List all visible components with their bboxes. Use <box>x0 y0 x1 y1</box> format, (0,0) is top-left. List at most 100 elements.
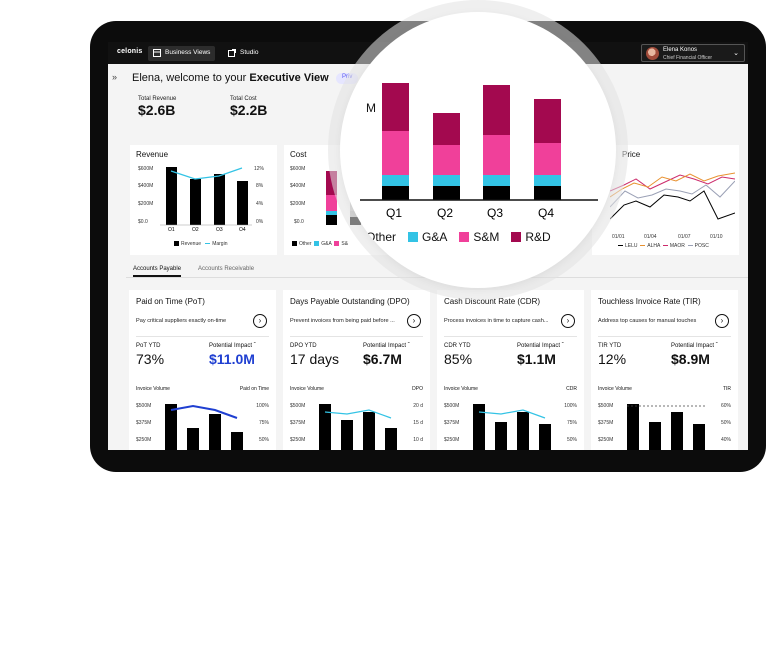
volume-bar <box>363 412 375 450</box>
chart-left-label: Invoice Volume <box>290 386 324 392</box>
svg-text:Q1: Q1 <box>168 227 175 231</box>
chevron-right-icon[interactable]: › <box>407 314 421 328</box>
volume-bar <box>473 404 485 450</box>
y2-tick: 0% <box>256 219 264 225</box>
volume-bar <box>341 420 353 450</box>
chart-right-label: Paid on Time <box>239 386 269 392</box>
zoom-lens: M Q1 Q2 Q3 Q4 Other G&A S&M R&D <box>340 12 616 288</box>
chevron-right-icon[interactable]: › <box>253 314 267 328</box>
revenue-card[interactable]: Revenue $600M $400M $200M $0.0 12% 8% 4%… <box>130 145 277 255</box>
volume-bar <box>209 414 221 450</box>
info-icon[interactable]: ˆ <box>407 343 410 349</box>
y-tick: $200M <box>290 201 306 207</box>
legend-ga: G&A <box>321 241 332 247</box>
metric-chart <box>165 404 243 450</box>
user-menu[interactable]: Elena Konos Chief Financial Officer ⌄ <box>641 44 745 62</box>
metric-title: Paid on Time (PoT) <box>136 297 205 306</box>
chart-left-label: Invoice Volume <box>444 386 478 392</box>
zoom-bar-segment <box>534 99 561 143</box>
volume-bar <box>539 424 551 450</box>
zoom-legend-label: G&A <box>422 230 448 244</box>
zoom-bar-segment <box>382 186 409 200</box>
chart-left-label: Invoice Volume <box>598 386 632 392</box>
legend-posc: POSC <box>694 243 709 249</box>
trend-line <box>170 404 238 419</box>
stock-price-card[interactable]: Price 01/01 01/04 01/07 01/10 LELU ALHA … <box>592 145 739 255</box>
y2-tick: 100% <box>564 403 577 409</box>
y2-tick: 8% <box>256 183 264 189</box>
user-name: Elena Konos <box>663 47 698 53</box>
info-icon[interactable]: ˆ <box>715 343 718 349</box>
chevron-right-icon[interactable]: › <box>715 314 729 328</box>
info-icon[interactable]: ˆ <box>253 343 256 349</box>
metric-card[interactable]: Cash Discount Rate (CDR) Process invoices… <box>437 290 584 450</box>
bar-q2 <box>190 179 201 225</box>
zoom-legend-label: R&D <box>525 230 551 244</box>
zoom-legend-item: G&A <box>408 230 447 244</box>
y-tick: $375M <box>598 420 614 426</box>
chevron-right-icon[interactable]: › <box>561 314 575 328</box>
zoom-legend-item: Other <box>366 230 396 244</box>
metric-description: Pay critical suppliers exactly on-time <box>136 318 227 324</box>
legend: LELU ALHA MAOR POSC <box>618 243 709 249</box>
tab-label: Studio <box>240 49 259 56</box>
metric-chart <box>473 404 551 450</box>
volume-bar <box>231 432 243 450</box>
y2-tick: 75% <box>258 420 269 426</box>
brand-logo[interactable]: celonis <box>117 48 143 55</box>
kpi-total-revenue: Total Revenue $2.6B <box>138 96 176 118</box>
volume-bar <box>671 412 683 450</box>
legend: Other G&A S& <box>292 241 348 247</box>
zoom-bar-segment <box>382 175 409 186</box>
tab-business-views[interactable]: Business Views <box>148 46 216 61</box>
info-icon[interactable]: ˆ <box>561 343 564 349</box>
tab-studio[interactable]: Studio <box>223 46 263 61</box>
ytd-value: 17 days <box>290 351 340 367</box>
chart-right-label: TIR <box>722 386 731 392</box>
zoom-bar-segment <box>534 186 561 200</box>
svg-text:Q3: Q3 <box>216 227 223 231</box>
y2-tick: 50% <box>566 437 577 443</box>
x-tick: 01/04 <box>644 234 657 240</box>
tab-accounts-payable[interactable]: Accounts Payable <box>133 266 182 277</box>
zoom-bar-segment <box>382 131 409 175</box>
grid-icon <box>153 49 161 57</box>
metric-title: Touchless Invoice Rate (TIR) <box>598 297 701 306</box>
zoom-legend-label: S&M <box>473 230 500 244</box>
priority-badge[interactable]: Priv <box>336 73 359 84</box>
divider <box>444 336 577 337</box>
impact-label: Potential Impact ˆ <box>671 343 718 349</box>
metric-card[interactable]: Days Payable Outstanding (DPO) Prevent in… <box>283 290 430 450</box>
metric-card[interactable]: Touchless Invoice Rate (TIR) Address top … <box>591 290 738 450</box>
legend-lelu: LELU <box>625 243 638 249</box>
tab-accounts-receivable[interactable]: Accounts Receivable <box>198 266 255 272</box>
sidebar-toggle-icon[interactable]: » <box>112 72 118 82</box>
card-title: Price <box>622 150 641 159</box>
y2-tick: 50% <box>258 437 269 443</box>
volume-bar <box>517 412 529 450</box>
ytd-label: CDR YTD <box>444 343 471 349</box>
kpi-value: $2.2B <box>230 102 268 118</box>
impact-value: $11.0M <box>209 351 255 367</box>
y-tick: $200M <box>138 201 154 207</box>
y-tick: $375M <box>136 420 152 426</box>
zoom-bar-segment <box>483 186 510 200</box>
bar-q1 <box>166 167 177 225</box>
metric-description: Process invoices in time to capture cash… <box>444 318 549 324</box>
x-tick: 01/07 <box>678 234 691 240</box>
revenue-chart: Q1 Q2 Q3 Q4 <box>160 167 252 231</box>
ytd-label: PoT YTD <box>136 343 161 349</box>
zoom-bar-segment <box>382 83 409 131</box>
zoom-legend-item: R&D <box>511 230 551 244</box>
zoom-x-tick: Q3 <box>487 206 503 220</box>
y2-tick: 4% <box>256 201 264 207</box>
y2-tick: 50% <box>720 420 731 426</box>
metric-chart <box>627 404 705 450</box>
divider <box>598 336 731 337</box>
legend-other: Other <box>299 241 312 247</box>
impact-label-text: Potential Impact <box>363 343 407 349</box>
divider <box>290 336 423 337</box>
ytd-value: 12% <box>598 351 627 367</box>
metric-card[interactable]: Paid on Time (PoT) Pay critical suppliers… <box>129 290 276 450</box>
zoom-bar-segment <box>433 113 460 145</box>
